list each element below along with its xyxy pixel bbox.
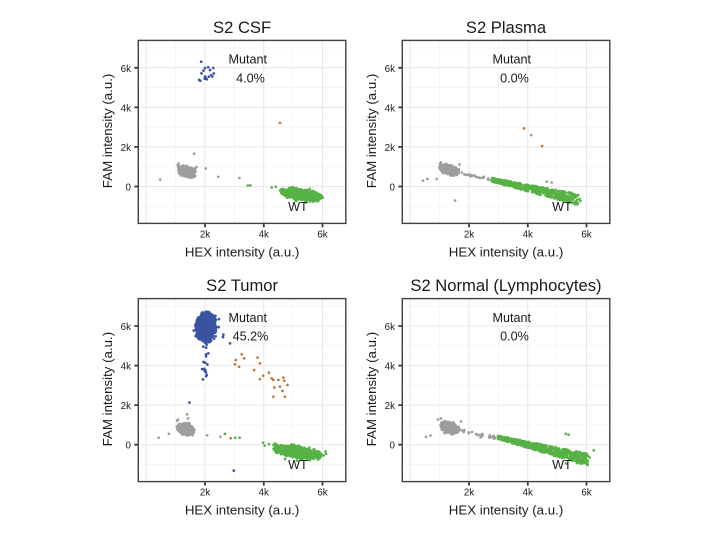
svg-text:4k: 4k: [523, 229, 533, 240]
svg-text:6k: 6k: [317, 488, 327, 499]
svg-text:HEX intensity (a.u.): HEX intensity (a.u.): [449, 503, 564, 518]
svg-text:4k: 4k: [259, 488, 269, 499]
svg-text:FAM intensity (a.u.): FAM intensity (a.u.): [364, 74, 379, 189]
svg-text:6k: 6k: [581, 229, 591, 240]
svg-text:6k: 6k: [581, 488, 591, 499]
svg-text:Mutant: Mutant: [493, 311, 532, 325]
svg-text:6k: 6k: [121, 322, 131, 333]
svg-text:45.2%: 45.2%: [233, 330, 269, 344]
svg-text:6k: 6k: [121, 64, 131, 75]
svg-text:S2 Tumor: S2 Tumor: [206, 276, 278, 295]
svg-text:S2 Normal (Lymphocytes): S2 Normal (Lymphocytes): [410, 276, 601, 295]
svg-text:2k: 2k: [464, 488, 474, 499]
svg-text:4k: 4k: [523, 488, 533, 499]
svg-text:4k: 4k: [259, 229, 269, 240]
svg-text:2k: 2k: [200, 488, 210, 499]
svg-text:2k: 2k: [121, 143, 131, 154]
svg-text:0: 0: [126, 183, 132, 194]
svg-text:FAM intensity (a.u.): FAM intensity (a.u.): [100, 332, 115, 447]
svg-text:2k: 2k: [464, 229, 474, 240]
svg-text:FAM intensity (a.u.): FAM intensity (a.u.): [364, 332, 379, 447]
svg-text:4k: 4k: [385, 103, 395, 114]
svg-text:0: 0: [390, 183, 396, 194]
svg-text:S2 CSF: S2 CSF: [213, 18, 271, 37]
svg-text:WT: WT: [288, 458, 308, 472]
svg-text:S2 Plasma: S2 Plasma: [466, 18, 547, 37]
svg-text:6k: 6k: [385, 64, 395, 75]
svg-text:FAM intensity (a.u.): FAM intensity (a.u.): [100, 74, 115, 189]
svg-text:4.0%: 4.0%: [236, 71, 265, 85]
svg-text:2k: 2k: [385, 401, 395, 412]
svg-text:0.0%: 0.0%: [500, 71, 529, 85]
svg-text:Mutant: Mutant: [493, 53, 532, 67]
svg-text:0.0%: 0.0%: [500, 330, 529, 344]
svg-text:0: 0: [126, 441, 132, 452]
svg-text:4k: 4k: [121, 362, 131, 373]
svg-text:HEX intensity (a.u.): HEX intensity (a.u.): [185, 244, 300, 259]
svg-text:HEX intensity (a.u.): HEX intensity (a.u.): [185, 503, 300, 518]
svg-text:Mutant: Mutant: [229, 53, 268, 67]
svg-text:0: 0: [390, 441, 396, 452]
svg-text:6k: 6k: [317, 229, 327, 240]
svg-text:WT: WT: [552, 458, 572, 472]
svg-text:6k: 6k: [385, 322, 395, 333]
svg-text:WT: WT: [552, 200, 572, 214]
svg-text:HEX intensity (a.u.): HEX intensity (a.u.): [449, 244, 564, 259]
svg-text:2k: 2k: [121, 401, 131, 412]
svg-text:WT: WT: [288, 200, 308, 214]
svg-text:4k: 4k: [121, 103, 131, 114]
svg-text:4k: 4k: [385, 362, 395, 373]
svg-text:2k: 2k: [385, 143, 395, 154]
svg-text:2k: 2k: [200, 229, 210, 240]
svg-text:Mutant: Mutant: [229, 311, 268, 325]
